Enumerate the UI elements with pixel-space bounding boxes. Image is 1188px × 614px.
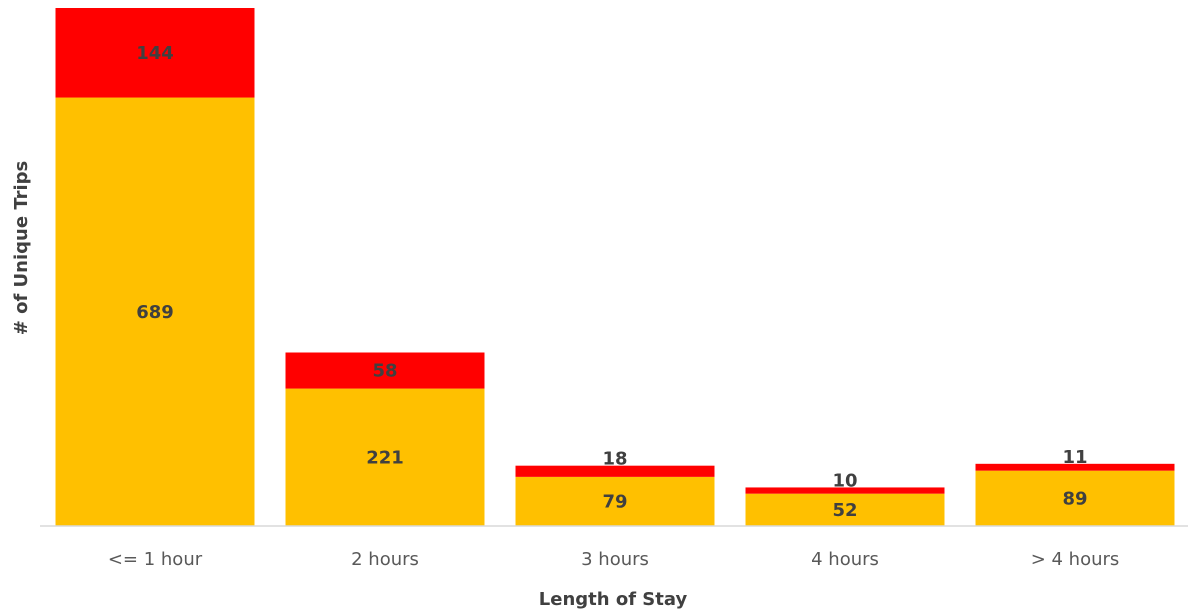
bar-segment — [515, 465, 715, 477]
x-tick-label: 4 hours — [811, 549, 879, 570]
bar-segment — [515, 476, 715, 526]
data-label: 10 — [832, 470, 857, 491]
bar-segment — [975, 463, 1175, 471]
data-label: 144 — [136, 43, 174, 64]
y-axis-title: # of Unique Trips — [11, 161, 32, 336]
bars-layer — [55, 8, 1175, 527]
data-label: 58 — [372, 361, 397, 382]
data-label: 52 — [832, 500, 857, 521]
x-tick-label: 3 hours — [581, 549, 649, 570]
x-axis-title: Length of Stay — [539, 589, 688, 610]
bar-segment — [975, 470, 1175, 526]
bar-segment — [55, 8, 255, 98]
data-label: 18 — [602, 449, 627, 470]
bar-segment — [285, 352, 485, 389]
x-tick-labels-layer: <= 1 hour 2 hours 3 hours 4 hours > 4 hours — [108, 549, 1119, 570]
data-labels-layer: 689 144 221 58 79 18 52 10 89 11 — [136, 43, 1087, 521]
bar-segment — [745, 487, 945, 494]
x-tick-label: <= 1 hour — [108, 549, 203, 570]
data-label: 11 — [1062, 447, 1087, 468]
data-label: 89 — [1062, 488, 1087, 509]
data-label: 221 — [366, 447, 404, 468]
x-tick-label: > 4 hours — [1031, 549, 1120, 570]
bar-segment — [55, 97, 255, 527]
data-label: 79 — [602, 491, 627, 512]
bar-segment — [285, 388, 485, 526]
data-label: 689 — [136, 302, 174, 323]
x-tick-label: 2 hours — [351, 549, 419, 570]
bar-segment — [745, 493, 945, 526]
